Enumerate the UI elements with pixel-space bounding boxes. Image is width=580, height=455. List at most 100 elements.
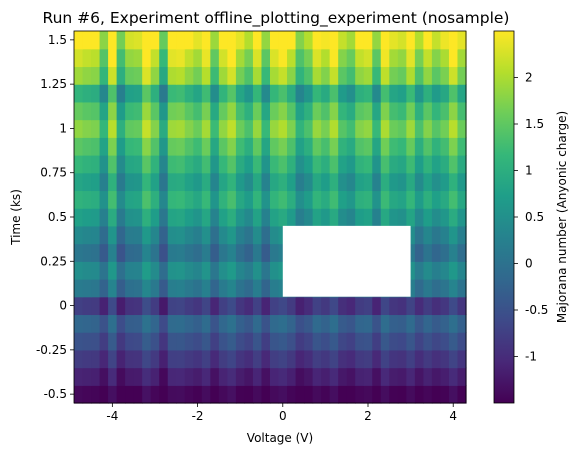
heatmap-cell (312, 31, 322, 50)
heatmap-cell (252, 66, 263, 85)
heatmap-cell (287, 349, 297, 369)
heatmap-cell (338, 172, 348, 192)
heatmap-cell (270, 119, 280, 138)
heatmap-cell (355, 119, 365, 138)
heatmap-cell (448, 279, 459, 298)
heatmap-cell (295, 155, 305, 174)
heatmap-cell (244, 172, 254, 192)
heatmap-cell (363, 314, 373, 333)
y-tick-label: -0.25 (36, 343, 67, 357)
heatmap-cell (397, 296, 407, 316)
heatmap-cell (270, 367, 280, 386)
x-axis: -4 -2 0 2 4 (106, 403, 457, 423)
heatmap-cell (193, 279, 203, 298)
heatmap-cell (150, 190, 160, 209)
heatmap-cell (150, 296, 160, 316)
heatmap-cell (133, 349, 143, 369)
heatmap-cell (363, 155, 373, 174)
heatmap-cell (363, 48, 373, 68)
heatmap-cell (270, 172, 280, 192)
y-tick-label: 1 (59, 121, 67, 135)
heatmap-cell (210, 31, 220, 50)
heatmap-cell (270, 296, 280, 316)
colorbar-tick-label: 1.5 (525, 117, 544, 131)
heatmap-cell (176, 172, 186, 192)
heatmap-cell (389, 101, 399, 121)
heatmap-cell (159, 48, 169, 68)
y-tick-label: -0.5 (44, 387, 67, 401)
heatmap-cell (108, 172, 118, 192)
heatmap-cell (321, 101, 331, 121)
heatmap-cell (150, 84, 160, 103)
heatmap-cell (252, 155, 263, 174)
heatmap-cell (176, 279, 186, 298)
heatmap-cell (167, 190, 177, 209)
heatmap-cell (431, 137, 442, 156)
heatmap-cell (176, 84, 186, 103)
heatmap-cell (244, 137, 254, 156)
heatmap-cell (142, 190, 152, 209)
heatmap-cell (82, 155, 92, 174)
heatmap-cell (142, 349, 152, 369)
heatmap-cell (142, 155, 152, 174)
heatmap-cell (389, 31, 399, 50)
heatmap-cell (363, 101, 373, 121)
heatmap-cell (125, 66, 135, 85)
heatmap-cell (457, 385, 467, 404)
heatmap-cell (142, 279, 152, 298)
heatmap-cell (440, 208, 450, 227)
heatmap-cell (321, 172, 331, 192)
heatmap-cell (380, 119, 390, 138)
heatmap-cell (363, 332, 373, 351)
heatmap-cell (116, 385, 126, 404)
heatmap-cell (176, 155, 186, 174)
heatmap-cell (457, 349, 467, 369)
heatmap-cell (227, 190, 237, 209)
heatmap-cell (346, 155, 356, 174)
heatmap-cell (210, 48, 220, 68)
heatmap-cell (295, 367, 305, 386)
heatmap-cell (176, 349, 186, 369)
heatmap-cell (440, 314, 450, 333)
heatmap-cell (150, 243, 160, 262)
heatmap-cell (389, 385, 399, 404)
heatmap-cell (261, 66, 271, 85)
heatmap-cell (244, 225, 254, 245)
heatmap-cell (193, 296, 203, 316)
heatmap-cell (74, 101, 84, 121)
heatmap-cell (227, 279, 237, 298)
heatmap-cell (278, 367, 288, 386)
heatmap-cell (74, 385, 84, 404)
heatmap-cell (304, 314, 314, 333)
heatmap-cell (150, 261, 160, 280)
heatmap-cell (150, 155, 160, 174)
heatmap-cell (74, 261, 84, 280)
heatmap-cell (184, 279, 194, 298)
heatmap-cell (125, 119, 135, 138)
colorbar-axis: -1 -0.5 0 0.5 1 1.5 2 (514, 71, 548, 364)
heatmap-cell (99, 101, 109, 121)
heatmap-cell (355, 31, 365, 50)
heatmap-cell (414, 385, 424, 404)
heatmap-cell (431, 261, 442, 280)
heatmap-cell (133, 225, 143, 245)
heatmap-cell (312, 48, 322, 68)
heatmap-cell (167, 66, 177, 85)
heatmap-cell (380, 31, 390, 50)
heatmap-cell (193, 190, 203, 209)
heatmap-cell (431, 349, 442, 369)
heatmap-cell (184, 385, 194, 404)
heatmap-cell (218, 261, 228, 280)
heatmap-cell (99, 48, 109, 68)
heatmap-cell (295, 314, 305, 333)
heatmap-cell (125, 48, 135, 68)
heatmap-cell (82, 101, 92, 121)
heatmap-cell (295, 84, 305, 103)
heatmap-cell (116, 208, 126, 227)
chart-title: Run #6, Experiment offline_plotting_expe… (43, 9, 510, 28)
heatmap-cell (406, 66, 416, 85)
heatmap-cell (133, 261, 143, 280)
heatmap-cell (201, 137, 211, 156)
heatmap-cell (176, 296, 186, 316)
heatmap-cell (159, 367, 169, 386)
